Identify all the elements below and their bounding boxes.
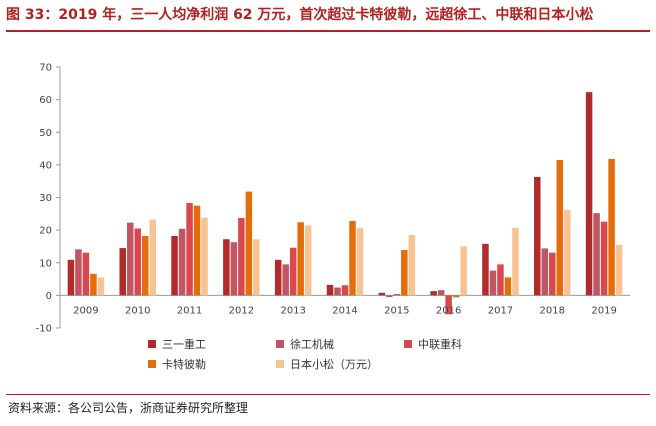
y-tick-label: 70 (39, 63, 52, 74)
x-tick-label: 2019 (591, 305, 616, 316)
bar (437, 290, 445, 296)
bar (593, 213, 600, 296)
x-tick-label: 2017 (488, 305, 513, 316)
bar-chart: -10 0 10 20 30 40 50 60 70 2009 2010 2011 2012 2013 2… (36, 63, 630, 371)
legend-label: 中联重科 (418, 337, 462, 351)
bar (393, 294, 401, 296)
bar (297, 222, 304, 296)
x-tick-label: 2018 (540, 305, 565, 316)
bar (564, 209, 571, 296)
legend-swatch (276, 340, 284, 348)
bar (304, 225, 312, 296)
bar (282, 264, 289, 296)
bar (134, 228, 141, 296)
x-tick-label: 2011 (177, 305, 202, 316)
source-rule (6, 394, 650, 395)
bar (349, 220, 356, 296)
title-rule (6, 30, 650, 32)
bar (171, 236, 178, 296)
bar (75, 249, 82, 296)
x-tick-label: 2012 (229, 305, 254, 316)
bar (193, 205, 201, 296)
bar (82, 252, 90, 296)
bar (289, 247, 297, 296)
bar (90, 273, 97, 296)
x-tick-label: 2013 (280, 305, 305, 316)
bar (482, 243, 489, 296)
bar (223, 239, 230, 296)
bar (356, 228, 364, 296)
bar (201, 217, 208, 296)
bar (126, 222, 134, 296)
x-tick-label: 2009 (73, 305, 98, 316)
x-tick-label: 2010 (125, 305, 150, 316)
bar (230, 242, 238, 296)
bar (408, 235, 416, 296)
bar (504, 277, 512, 296)
y-tick-label: 60 (39, 95, 52, 106)
bar (615, 244, 623, 296)
y-tick-label: -10 (36, 324, 52, 335)
bar (460, 246, 467, 296)
bar (585, 92, 593, 296)
bar (141, 236, 149, 296)
bar (600, 221, 608, 296)
bar (378, 292, 386, 296)
bar (489, 270, 497, 296)
bar (149, 219, 156, 296)
bar (534, 176, 541, 296)
legend-label: 三一重工 (162, 337, 206, 351)
x-tick-label: 2016 (436, 305, 461, 316)
bar (341, 285, 349, 296)
legend-swatch (148, 340, 156, 348)
bar (334, 287, 341, 296)
x-tick-label: 2014 (332, 305, 357, 316)
source-note: 资料来源：各公司公告，浙商证券研究所整理 (8, 401, 249, 415)
bar (430, 291, 437, 296)
bar (556, 159, 564, 296)
bar (452, 295, 460, 298)
y-tick-label: 50 (39, 128, 52, 139)
legend-swatch (148, 360, 156, 368)
legend-label: 徐工机械 (290, 337, 334, 351)
bar (178, 228, 186, 296)
bar (541, 248, 549, 296)
bar (97, 277, 105, 296)
bar (549, 252, 556, 296)
legend-swatch (404, 340, 412, 348)
bar (445, 295, 452, 315)
y-tick-label: 30 (39, 193, 52, 204)
y-tick-label: 20 (39, 226, 52, 237)
legend-label: 卡特彼勒 (162, 357, 206, 371)
figure-title: 图 33：2019 年，三一人均净利润 62 万元，首次超过卡特彼勒，远超徐工、… (6, 7, 594, 23)
bar (253, 239, 260, 296)
y-tick-label: 40 (39, 160, 52, 171)
bar (238, 218, 245, 296)
y-tick-label: 10 (39, 258, 52, 269)
bar (497, 264, 504, 296)
bar (326, 284, 334, 296)
bar (401, 250, 408, 296)
x-tick-label: 2015 (384, 305, 409, 316)
legend-swatch (276, 360, 284, 368)
legend-label: 日本小松（万元） (290, 357, 378, 371)
bar (274, 259, 282, 296)
bar (608, 159, 615, 296)
bar (186, 203, 193, 296)
bar (386, 295, 393, 298)
bar (512, 227, 519, 296)
y-tick-label: 0 (46, 291, 52, 302)
bar (119, 248, 126, 296)
bar (67, 259, 75, 296)
bar (245, 191, 253, 296)
